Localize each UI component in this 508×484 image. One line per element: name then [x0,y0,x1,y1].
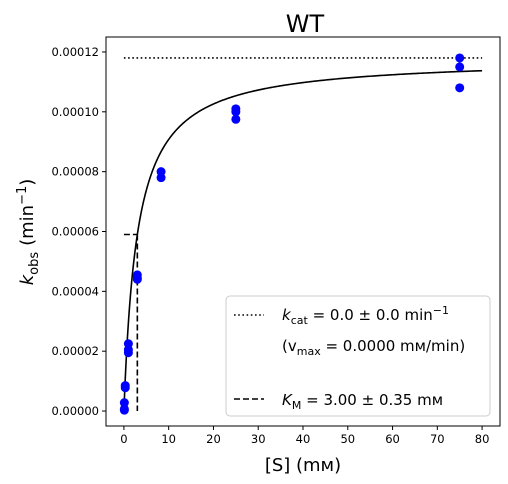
y-tick-label: 0.00004 [51,284,99,298]
data-points [119,53,465,415]
y-axis-label: kobs (min−1) [15,179,42,286]
legend: kcat = 0.0 ± 0.0 min−1 (vmax = 0.0000 mм… [225,295,491,417]
y-tick-label: 0.00008 [51,165,99,179]
x-tick-label: 70 [430,432,445,446]
y-tick-label: 0.00000 [51,404,99,418]
data-point [455,83,465,93]
legend-km-entry: KM = 3.00 ± 0.35 mм [282,391,443,412]
y-tick-label: 0.00012 [51,45,99,59]
y-label-unit-sup: −1 [15,186,30,205]
x-tick-label: 80 [475,432,490,446]
data-point [156,173,166,183]
y-label-unit-pre: (min [17,205,38,246]
fit-lines [123,57,483,412]
y-label-sub: obs [27,252,42,275]
plot-area: 0 10 20 30 40 50 60 70 80 0.000000.000020.000040… [51,36,501,446]
x-tick-label: 20 [206,432,221,446]
x-axis: 0 10 20 30 40 50 60 70 80 [120,426,489,446]
x-tick-label: 60 [385,432,400,446]
x-tick-label: 40 [296,432,311,446]
legend-box [225,295,491,417]
x-tick-label: 10 [161,432,176,446]
y-tick-label: 0.00010 [51,105,99,119]
data-point [119,398,129,408]
x-axis-label: [S] (mм) [265,455,341,476]
data-point [231,107,241,117]
data-point [455,53,465,63]
x-tick-label: 0 [120,432,127,446]
data-point [455,62,465,72]
chart-title: WT [286,10,325,38]
y-label-main: k [17,273,38,285]
y-label-unit-post: ) [17,179,38,186]
x-tick-label: 50 [340,432,355,446]
data-point [132,274,142,284]
data-point [119,404,129,414]
fit-curve [123,69,483,406]
data-point [120,383,130,393]
y-tick-label: 0.00002 [51,344,99,358]
legend-kcat-entry: kcat = 0.0 ± 0.0 min−1 [282,304,449,327]
data-point [231,114,241,124]
y-axis: 0.00000 0.00002 0.00004 0.00006 0.00008 0.000… [51,45,106,418]
data-point [123,348,133,358]
y-tick-label: 0.00006 [51,225,99,239]
x-tick-label: 30 [251,432,266,446]
legend-vmax-entry: (vmax = 0.0000 mм/min) [282,337,465,358]
